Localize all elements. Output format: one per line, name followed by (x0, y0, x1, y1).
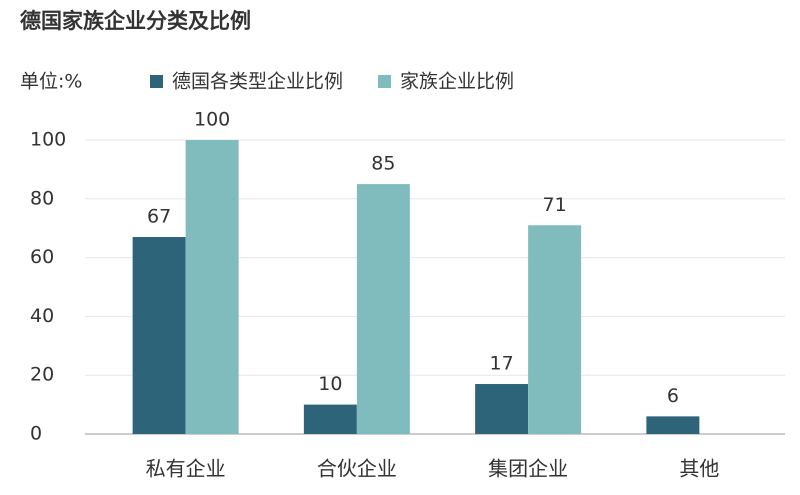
y-tick-label: 60 (30, 246, 54, 268)
x-tick-label: 私有企业 (146, 457, 226, 481)
y-tick-label: 80 (30, 187, 54, 209)
bar (132, 237, 186, 434)
data-label: 85 (371, 153, 395, 175)
bar (475, 384, 529, 434)
bar (646, 416, 700, 434)
y-tick-label: 100 (30, 129, 66, 151)
data-label: 71 (543, 194, 567, 216)
bar (303, 404, 357, 434)
y-tick-label: 40 (30, 305, 54, 327)
data-label: 100 (194, 109, 230, 131)
chart-title: 德国家族企业分类及比例 (20, 9, 251, 33)
y-tick-label: 0 (30, 423, 42, 445)
bar (528, 225, 582, 434)
data-label: 67 (147, 206, 171, 228)
legend-swatch (378, 75, 392, 88)
legend-swatch (150, 75, 163, 88)
x-tick-label: 其他 (679, 457, 719, 481)
bar (185, 140, 239, 434)
y-tick-label: 20 (30, 364, 54, 386)
bar (356, 184, 410, 434)
x-tick-label: 合伙企业 (317, 457, 397, 481)
legend-label: 德国各类型企业比例 (172, 71, 343, 93)
x-tick-label: 集团企业 (488, 457, 568, 481)
data-label: 17 (490, 353, 514, 375)
y-axis-label: 单位:% (20, 71, 82, 93)
data-label: 6 (667, 385, 679, 407)
data-label: 10 (318, 373, 342, 395)
legend-label: 家族企业比例 (400, 71, 514, 93)
